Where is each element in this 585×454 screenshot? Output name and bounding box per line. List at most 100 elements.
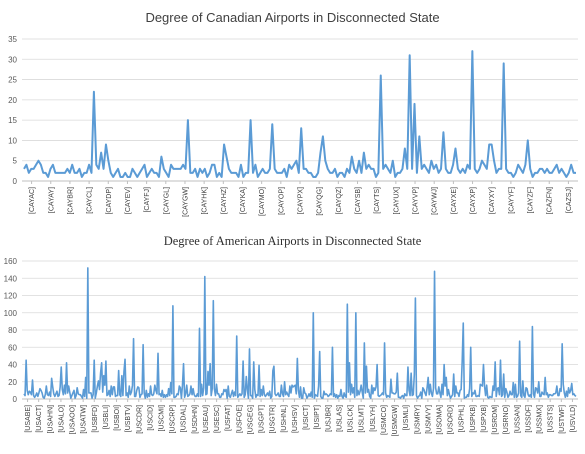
x-tick-label: [USMVY]: [425, 405, 432, 434]
x-tick-label: [USATW]: [81, 405, 88, 434]
x-tick-label: [CAYVP]: [413, 187, 420, 214]
x-tick-label: [USCID]: [147, 405, 154, 431]
x-tick-label: [CAYAC]: [29, 187, 36, 214]
x-tick-label: [CAYSB]: [355, 187, 362, 214]
x-tick-label: [USEAU]: [203, 405, 210, 433]
x-tick-label: [CAZFN]: [547, 187, 554, 214]
x-tick-label: [USSDF]: [525, 405, 532, 433]
x-tick-label: [USJBR]: [325, 405, 332, 432]
x-tick-label: [CAYGW]: [182, 187, 189, 217]
x-tick-label: [CAYTS]: [374, 187, 381, 214]
x-tick-label: [USMRY]: [414, 405, 421, 434]
x-tick-label: [USBOI]: [114, 405, 121, 431]
x-tick-label: [USTWF]: [559, 405, 566, 434]
y-tick-label: 5: [13, 157, 18, 166]
x-tick-label: [CAYKA]: [240, 187, 247, 214]
x-tick-label: [USCDR]: [136, 405, 143, 434]
x-tick-label: [USFOE]: [236, 405, 243, 433]
y-tick-label: 80: [8, 326, 17, 335]
y-tick-label: 10: [8, 136, 17, 145]
x-tick-label: [USSMX]: [537, 405, 544, 434]
x-tick-label: [CAYUX]: [393, 187, 400, 215]
x-tick-label: [USGEG]: [247, 405, 254, 434]
x-tick-label: [CAYPX]: [298, 187, 305, 214]
x-tick-label: [CAYOP]: [278, 187, 285, 215]
x-tick-label: [CAYXE]: [451, 187, 458, 214]
x-tick-label: [USPKB]: [470, 405, 477, 433]
x-tick-label: [USDHN]: [192, 405, 199, 434]
y-tick-label: 0: [13, 177, 18, 186]
x-tick-label: [USIPT]: [314, 405, 321, 430]
x-tick-label: [USACT]: [36, 405, 43, 433]
y-tick-label: 25: [8, 76, 17, 85]
y-tick-label: 60: [8, 343, 17, 352]
chart-grid: [22, 38, 578, 182]
x-tick-label: [USBFD]: [92, 405, 99, 433]
y-tick-label: 15: [8, 116, 17, 125]
x-tick-label: [USHNL]: [281, 405, 288, 433]
x-tick-label: [USRNO]: [503, 405, 510, 434]
chart-grid-2: [22, 260, 578, 400]
x-tick-label: [USGPT]: [259, 405, 266, 433]
y-axis-ticks: 0 5 10 15 20 25 30 35: [8, 35, 17, 186]
x-tick-label: [USORD]: [448, 405, 455, 434]
x-tick-label: [CAYXP]: [470, 187, 477, 214]
x-tick-label: [CAYMO]: [259, 187, 266, 216]
x-tick-label: [USVLD]: [570, 405, 577, 432]
y-tick-label: 140: [4, 274, 18, 283]
x-tick-label: [CAZSJ]: [566, 187, 573, 213]
x-tick-label: [USBTV]: [125, 405, 132, 432]
x-tick-label: [USESC]: [214, 405, 221, 433]
x-tick-label: [USSAN]: [514, 405, 521, 433]
y-tick-label: 0: [13, 395, 18, 404]
y-tick-label: 120: [4, 292, 18, 301]
x-tick-label: [USSTS]: [548, 405, 555, 432]
x-tick-label: [USMLI]: [403, 405, 410, 430]
x-tick-label: [CAYHK]: [202, 187, 209, 215]
x-tick-label: [CAYZF]: [528, 187, 535, 213]
x-tick-label: [USAHN]: [47, 405, 54, 433]
y-tick-label: 40: [8, 361, 17, 370]
x-tick-label: [CAYFJ]: [144, 187, 151, 213]
chart-title: Degree of Canadian Airports in Disconnec…: [145, 10, 439, 25]
x-tick-label: [USABE]: [25, 405, 32, 433]
x-tick-label: [USLMT]: [359, 405, 366, 433]
x-tick-label: [USGTR]: [270, 405, 277, 433]
x-tick-label: [USPXB]: [481, 405, 488, 433]
x-tick-label: [CAYXY]: [489, 187, 496, 214]
x-tick-label: [CAYCL]: [87, 187, 94, 214]
y-tick-label: 20: [8, 96, 17, 105]
x-tick-label: [CAYQG]: [317, 187, 324, 216]
x-tick-label: [USMCO]: [381, 405, 388, 435]
data-series-line-2: [23, 267, 577, 399]
y-tick-label: 30: [8, 55, 17, 64]
x-tick-label: [USHSV]: [292, 405, 299, 433]
x-axis-ticks-2: [USABE] [USACT] [USAHN] [USALO] [USAOO] [USAT…: [25, 399, 577, 437]
x-tick-label: [CAYDP]: [106, 187, 113, 215]
y-axis-ticks-2: 0 20 40 60 80 100 120 140 160: [4, 257, 18, 404]
x-tick-label: [USLYH]: [370, 405, 377, 432]
x-tick-label: [USMGW]: [392, 405, 399, 437]
x-tick-label: [USAOO]: [70, 405, 77, 434]
x-tick-label: [CAYEV]: [125, 187, 132, 214]
x-tick-label: [CAYWJ]: [432, 187, 439, 215]
x-tick-label: [USOMA]: [437, 405, 444, 435]
x-tick-label: [CAYBR]: [67, 187, 74, 215]
x-tick-label: [USBLI]: [103, 405, 110, 429]
x-tick-label: [USRDM]: [492, 405, 499, 435]
x-tick-label: [USALO]: [58, 405, 65, 433]
x-tick-label: [CAYAY]: [48, 187, 55, 213]
x-tick-label: [USFAT]: [225, 405, 232, 431]
x-tick-label: [USCRP]: [170, 405, 177, 433]
x-tick-label: [CAYYF]: [508, 187, 515, 214]
x-tick-label: [USICT]: [303, 405, 310, 430]
x-tick-label: [USDAL]: [181, 405, 188, 432]
y-tick-label: 35: [8, 35, 17, 44]
x-tick-label: [CAYHZ]: [221, 187, 228, 214]
x-tick-label: [USCMI]: [159, 405, 166, 432]
y-tick-label: 20: [8, 378, 17, 387]
y-tick-label: 160: [4, 257, 18, 266]
x-tick-label: [USLCK]: [348, 405, 355, 432]
chart-title-2: Degree of American Airports in Disconnec…: [164, 234, 422, 248]
